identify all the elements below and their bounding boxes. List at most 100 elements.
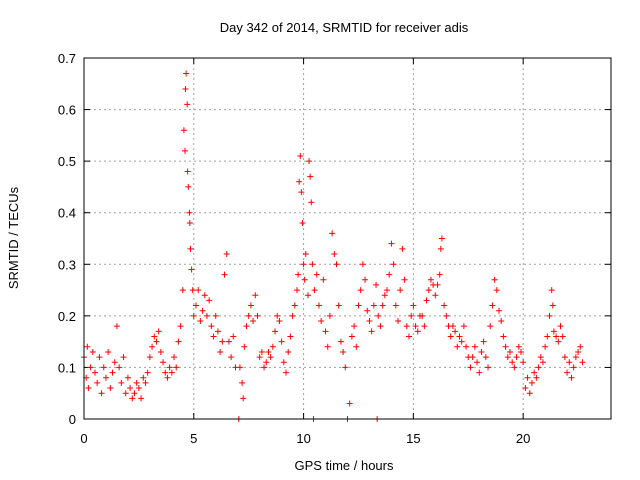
data-point (335, 302, 342, 309)
data-point (223, 250, 230, 257)
data-point (168, 369, 175, 376)
data-point (173, 364, 180, 371)
data-point (164, 374, 171, 381)
data-point (144, 369, 151, 376)
data-point (120, 354, 127, 361)
data-point (425, 287, 432, 294)
data-point (522, 385, 529, 392)
data-point (124, 374, 131, 381)
data-point (500, 333, 507, 340)
data-point (533, 374, 540, 381)
data-point (511, 364, 518, 371)
data-point (395, 318, 402, 325)
data-point (566, 359, 573, 366)
data-point (570, 364, 577, 371)
data-point (183, 70, 190, 77)
data-point (572, 354, 579, 361)
data-point (408, 312, 415, 319)
data-point (509, 359, 516, 366)
data-point (577, 343, 584, 350)
data-point (482, 354, 489, 361)
data-point (151, 333, 158, 340)
data-point (184, 168, 191, 175)
data-point (182, 147, 189, 154)
data-point (579, 359, 586, 366)
data-point (153, 338, 160, 345)
data-point (217, 348, 224, 355)
data-point (302, 250, 309, 257)
data-point (300, 261, 307, 268)
x-tick-label: 5 (190, 431, 197, 446)
data-point (542, 343, 549, 350)
data-point (243, 323, 250, 330)
y-tick-label: 0.2 (58, 309, 76, 324)
data-point (480, 338, 487, 345)
data-point (186, 209, 193, 216)
data-point (399, 245, 406, 252)
data-point (535, 364, 542, 371)
data-point (485, 364, 492, 371)
data-point (557, 323, 564, 330)
data-point (84, 343, 91, 350)
data-point (443, 312, 450, 319)
data-point (239, 379, 246, 386)
data-point (452, 328, 459, 335)
data-point (138, 395, 145, 402)
data-point (180, 127, 187, 134)
data-point (258, 348, 265, 355)
data-point (287, 333, 294, 340)
data-point (160, 359, 167, 366)
data-point (456, 333, 463, 340)
data-point (515, 343, 522, 350)
data-point (89, 348, 96, 355)
data-point (436, 271, 443, 278)
data-point (263, 359, 270, 366)
data-point (267, 354, 274, 361)
data-point (384, 287, 391, 294)
data-point (388, 240, 395, 247)
data-point (228, 354, 235, 361)
data-point (524, 374, 531, 381)
data-point (184, 101, 191, 108)
data-point (315, 302, 322, 309)
data-point (140, 374, 147, 381)
plot-frame (83, 57, 612, 420)
data-point (94, 379, 101, 386)
data-point (162, 369, 169, 376)
x-tick-label: 10 (296, 431, 310, 446)
data-point (373, 281, 380, 288)
data-point (340, 348, 347, 355)
data-point (392, 302, 399, 309)
data-point (531, 369, 538, 376)
data-point (364, 307, 371, 314)
data-point (118, 379, 125, 386)
data-point (274, 312, 281, 319)
data-point (100, 364, 107, 371)
x-tick-label: 20 (516, 431, 530, 446)
data-point (427, 276, 434, 283)
data-point (421, 323, 428, 330)
data-point (206, 297, 213, 304)
data-point (419, 312, 426, 319)
data-point (337, 338, 344, 345)
data-point (190, 312, 197, 319)
data-point (182, 85, 189, 92)
grid (84, 58, 611, 419)
data-point (561, 354, 568, 361)
data-point (441, 302, 448, 309)
data-point (133, 379, 140, 386)
data-point (175, 338, 182, 345)
data-point (208, 323, 215, 330)
data-point (460, 323, 467, 330)
data-point (280, 359, 287, 366)
data-point (135, 385, 142, 392)
data-point (449, 323, 456, 330)
data-point (304, 292, 311, 299)
y-tick-label: 0.4 (58, 206, 76, 221)
data-point (326, 312, 333, 319)
data-point (171, 354, 178, 361)
data-point (307, 173, 314, 180)
data-point (463, 343, 470, 350)
data-point (544, 333, 551, 340)
